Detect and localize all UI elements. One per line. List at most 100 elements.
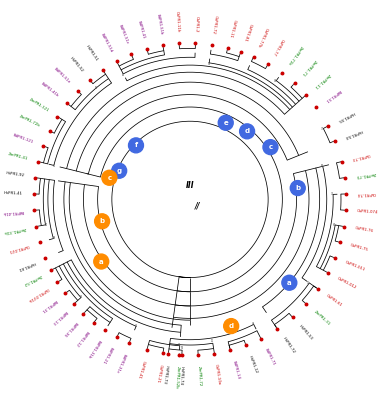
Text: BdPR1-41b: BdPR1-41b bbox=[40, 82, 60, 98]
Text: BdPR1-31b: BdPR1-31b bbox=[86, 338, 101, 358]
Text: OsPR1-61: OsPR1-61 bbox=[326, 294, 344, 308]
Text: d: d bbox=[244, 128, 250, 134]
Circle shape bbox=[224, 319, 239, 334]
Text: ZmPR1-72b: ZmPR1-72b bbox=[19, 114, 41, 128]
Text: e: e bbox=[223, 120, 228, 126]
Text: ZmPR1-52b: ZmPR1-52b bbox=[175, 366, 180, 389]
Text: HvPR1-72: HvPR1-72 bbox=[282, 337, 296, 355]
Text: 75: 75 bbox=[307, 280, 310, 284]
Text: HvPR1-55: HvPR1-55 bbox=[336, 110, 355, 123]
Text: HvPR1-61: HvPR1-61 bbox=[17, 260, 36, 271]
Text: OsPR1-81: OsPR1-81 bbox=[242, 23, 252, 42]
Text: ZmPR1-73: ZmPR1-73 bbox=[355, 171, 376, 178]
Text: OsPR1-73: OsPR1-73 bbox=[352, 152, 371, 161]
Circle shape bbox=[240, 124, 255, 139]
Text: HvPR1-73: HvPR1-73 bbox=[162, 364, 169, 384]
Text: OsPR1-011: OsPR1-011 bbox=[344, 260, 366, 272]
Text: 72: 72 bbox=[331, 192, 334, 196]
Text: a: a bbox=[99, 258, 104, 264]
Text: 64: 64 bbox=[44, 223, 48, 227]
Text: g: g bbox=[117, 168, 122, 174]
Text: 79: 79 bbox=[80, 295, 83, 299]
Text: 99: 99 bbox=[181, 346, 184, 350]
Text: BdPR1-51: BdPR1-51 bbox=[324, 88, 342, 103]
Text: b: b bbox=[295, 185, 300, 191]
Text: c: c bbox=[268, 144, 272, 150]
Text: 81: 81 bbox=[53, 164, 56, 168]
Text: BdPR1-51e: BdPR1-51e bbox=[53, 67, 71, 85]
Text: ZmPR1-31: ZmPR1-31 bbox=[313, 310, 331, 326]
Text: ZmPR1-52: ZmPR1-52 bbox=[22, 273, 42, 286]
Text: OsPR1-75: OsPR1-75 bbox=[350, 244, 369, 252]
Text: ZmPR1-71b: ZmPR1-71b bbox=[287, 45, 303, 66]
Text: 95: 95 bbox=[207, 62, 211, 66]
Text: ZmPR1-41: ZmPR1-41 bbox=[8, 152, 28, 161]
Text: 56: 56 bbox=[95, 86, 98, 90]
Circle shape bbox=[94, 254, 109, 269]
Text: HvPR1-92: HvPR1-92 bbox=[6, 172, 25, 178]
Text: c: c bbox=[107, 175, 111, 181]
Text: HvPR1-54: HvPR1-54 bbox=[344, 128, 363, 139]
Text: OsPR1-77b: OsPR1-77b bbox=[256, 26, 269, 48]
Text: OsPR1-77: OsPR1-77 bbox=[272, 37, 285, 56]
Text: BdPR1-41b: BdPR1-41b bbox=[2, 209, 24, 214]
Text: BdPR1-21: BdPR1-21 bbox=[101, 346, 113, 364]
Text: a: a bbox=[287, 280, 291, 286]
Circle shape bbox=[290, 180, 305, 196]
Text: BdPR1-51d: BdPR1-51d bbox=[100, 32, 113, 53]
Text: f: f bbox=[135, 142, 138, 148]
Text: OsPR1-10a: OsPR1-10a bbox=[214, 364, 222, 386]
Text: 86: 86 bbox=[333, 223, 336, 227]
Text: HvPR1-41: HvPR1-41 bbox=[4, 191, 23, 196]
Text: d: d bbox=[229, 323, 234, 329]
Text: BdPR1-31: BdPR1-31 bbox=[40, 298, 58, 313]
Text: ZmPR1-121: ZmPR1-121 bbox=[28, 97, 49, 112]
Text: HvPR1-12: HvPR1-12 bbox=[248, 354, 258, 374]
Text: HvPR1-74: HvPR1-74 bbox=[178, 366, 183, 385]
Circle shape bbox=[95, 214, 109, 229]
Text: //: // bbox=[194, 202, 200, 211]
Text: OsPR1-021b: OsPR1-021b bbox=[27, 286, 49, 302]
Text: 88: 88 bbox=[178, 343, 181, 347]
Text: 90: 90 bbox=[320, 164, 323, 168]
Text: b: b bbox=[100, 218, 104, 224]
Circle shape bbox=[128, 138, 144, 153]
Text: ZmPR1-72: ZmPR1-72 bbox=[197, 366, 202, 386]
Text: BdPR1-31c: BdPR1-31c bbox=[115, 352, 127, 373]
Text: OsPR1-41: OsPR1-41 bbox=[137, 359, 146, 379]
Text: OsPR1-21: OsPR1-21 bbox=[156, 364, 163, 383]
Circle shape bbox=[218, 115, 233, 130]
Text: OsPR1-11b: OsPR1-11b bbox=[175, 11, 180, 33]
Text: III: III bbox=[186, 181, 194, 190]
Text: 58: 58 bbox=[52, 236, 56, 240]
Text: OsPR1-76: OsPR1-76 bbox=[354, 226, 374, 234]
Text: BdPR1-14: BdPR1-14 bbox=[231, 360, 240, 380]
Text: ZmPR1-71: ZmPR1-71 bbox=[300, 59, 317, 77]
Circle shape bbox=[102, 170, 117, 185]
Text: 73: 73 bbox=[135, 324, 138, 328]
Text: BdPR1-51c: BdPR1-51c bbox=[118, 24, 129, 45]
Text: BdPR1-51b: BdPR1-51b bbox=[155, 14, 163, 35]
Circle shape bbox=[112, 163, 127, 178]
Text: OsPR1-074: OsPR1-074 bbox=[356, 209, 378, 214]
Text: HvPR1-51: HvPR1-51 bbox=[84, 44, 98, 62]
Text: ZmPR1-31b: ZmPR1-31b bbox=[3, 226, 26, 234]
Text: BdPR1-13: BdPR1-13 bbox=[51, 310, 67, 325]
Text: BdPR1-121: BdPR1-121 bbox=[12, 133, 34, 144]
Text: 88: 88 bbox=[274, 79, 277, 83]
Text: OsPR1-2: OsPR1-2 bbox=[194, 16, 198, 32]
Text: BdPR1-41: BdPR1-41 bbox=[137, 20, 146, 40]
Text: 88: 88 bbox=[252, 322, 255, 326]
Text: 66: 66 bbox=[122, 72, 125, 76]
Text: 77: 77 bbox=[321, 127, 324, 131]
Text: BdPR1-71: BdPR1-71 bbox=[264, 347, 276, 366]
Circle shape bbox=[263, 140, 278, 154]
Text: BdPR1-36: BdPR1-36 bbox=[62, 320, 78, 337]
Text: HvPR1-52: HvPR1-52 bbox=[69, 56, 84, 73]
Text: OsPR1-11: OsPR1-11 bbox=[228, 18, 237, 38]
Text: OsPR1-72: OsPR1-72 bbox=[211, 15, 218, 34]
Circle shape bbox=[282, 275, 297, 290]
Text: OsPR1-012: OsPR1-012 bbox=[336, 276, 357, 290]
Text: OsPR1-021: OsPR1-021 bbox=[8, 244, 30, 253]
Text: ZmPR1-11: ZmPR1-11 bbox=[313, 72, 331, 89]
